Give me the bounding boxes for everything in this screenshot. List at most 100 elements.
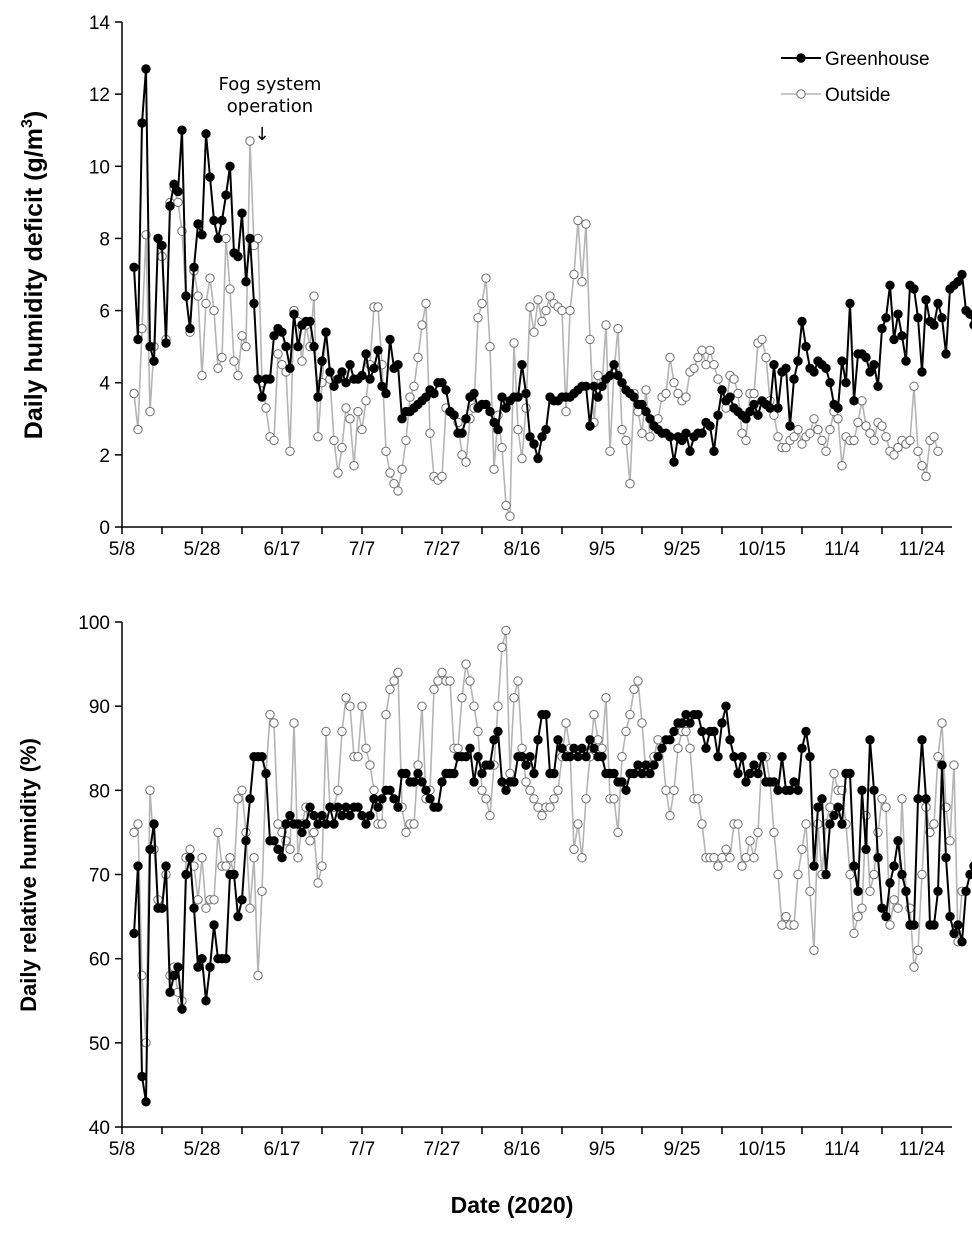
data-point-outside (933, 752, 943, 762)
data-point-greenhouse (781, 363, 791, 373)
data-point-outside (201, 903, 211, 913)
data-point-outside (497, 442, 507, 453)
data-point-outside (733, 819, 743, 829)
data-point-outside (777, 920, 787, 930)
data-point-greenhouse (857, 785, 867, 795)
data-point-outside (333, 468, 343, 478)
data-point-greenhouse (909, 284, 919, 294)
data-point-greenhouse (497, 392, 507, 402)
data-point-greenhouse (529, 439, 539, 449)
data-point-outside (465, 676, 475, 686)
data-point-outside (285, 844, 295, 854)
x-tick-label: 7/7 (349, 539, 375, 560)
data-point-greenhouse (141, 1097, 151, 1107)
data-point-outside (629, 684, 639, 694)
data-point-greenhouse (909, 920, 919, 930)
data-point-greenhouse (189, 903, 199, 913)
data-point-greenhouse (217, 215, 227, 226)
data-point-greenhouse (241, 277, 251, 287)
data-point-outside (929, 432, 939, 442)
y-axis-label-text: Daily humidity deficit (g/m (20, 128, 48, 439)
relative-humidity-chart: Daily relative humidity (%) 40 50 60 70 80 90… (16, 613, 972, 1160)
data-point-greenhouse (317, 356, 327, 366)
data-point-greenhouse (193, 962, 203, 972)
legend-label-outside: Outside (825, 85, 890, 106)
data-point-outside (669, 378, 679, 388)
data-point-greenhouse (501, 403, 511, 413)
data-point-greenhouse (921, 295, 931, 305)
data-point-greenhouse (709, 446, 719, 456)
data-point-greenhouse (881, 313, 891, 323)
data-point-greenhouse (657, 743, 667, 753)
y-axis-label-tail: ) (20, 111, 48, 119)
data-point-outside (745, 836, 755, 846)
data-point-greenhouse (793, 785, 803, 795)
x-tick-label: 5/28 (184, 539, 221, 560)
data-point-outside (521, 777, 531, 787)
data-point-outside (757, 334, 767, 345)
data-point-greenhouse (129, 262, 139, 272)
x-tick-label: 7/27 (424, 1139, 461, 1160)
data-point-greenhouse (241, 836, 251, 846)
data-point-outside (865, 428, 875, 438)
data-point-greenhouse (541, 424, 551, 435)
data-point-greenhouse (853, 886, 863, 896)
data-point-greenhouse (873, 381, 883, 391)
data-point-outside (681, 392, 691, 402)
data-point-outside (353, 752, 363, 762)
data-point-outside (809, 945, 819, 955)
data-point-greenhouse (629, 392, 639, 402)
data-point-greenhouse (233, 251, 243, 262)
data-point-outside (569, 844, 579, 854)
data-point-greenhouse (573, 752, 583, 762)
data-point-greenhouse (829, 810, 839, 821)
data-point-outside (801, 819, 811, 829)
data-point-greenhouse (161, 861, 171, 871)
data-point-greenhouse (289, 309, 299, 319)
data-point-outside (545, 802, 555, 812)
data-point-greenhouse (557, 743, 567, 753)
data-point-outside (685, 743, 695, 753)
data-point-greenhouse (309, 810, 319, 821)
data-point-outside (789, 920, 799, 930)
data-point-greenhouse (369, 794, 379, 804)
data-point-outside (637, 428, 647, 438)
data-point-greenhouse (517, 752, 527, 762)
data-point-outside (769, 410, 779, 420)
data-point-greenhouse (713, 410, 723, 420)
data-point-outside (261, 403, 271, 413)
data-point-outside (825, 424, 835, 435)
data-point-outside (185, 844, 195, 854)
x-tick-label: 6/17 (264, 1139, 301, 1160)
annotation-line-1: Fog system (219, 74, 322, 95)
data-point-outside (145, 785, 155, 795)
data-point-greenhouse (525, 432, 535, 442)
data-point-outside (709, 853, 719, 863)
data-point-greenhouse (581, 381, 591, 391)
data-point-greenhouse (145, 341, 155, 352)
data-point-outside (413, 352, 423, 363)
data-point-greenhouse (861, 352, 871, 363)
data-point-outside (797, 439, 807, 449)
data-point-greenhouse (393, 360, 403, 370)
data-point-greenhouse (817, 794, 827, 804)
data-point-outside (421, 298, 431, 309)
data-point-greenhouse (389, 794, 399, 804)
data-point-outside (409, 819, 419, 829)
data-point-greenhouse (133, 334, 143, 345)
data-point-greenhouse (185, 323, 195, 334)
data-point-outside (361, 396, 371, 406)
data-point-outside (797, 844, 807, 854)
data-point-outside (337, 726, 347, 737)
data-point-outside (517, 453, 527, 464)
data-point-outside (737, 428, 747, 438)
data-point-outside (889, 450, 899, 460)
data-point-greenhouse (277, 853, 287, 863)
data-point-greenhouse (149, 819, 159, 829)
data-point-greenhouse (837, 819, 847, 829)
data-point-greenhouse (769, 777, 779, 787)
data-point-outside (845, 869, 855, 880)
data-point-outside (433, 676, 443, 686)
data-point-greenhouse (277, 327, 287, 337)
data-point-greenhouse (741, 414, 751, 424)
